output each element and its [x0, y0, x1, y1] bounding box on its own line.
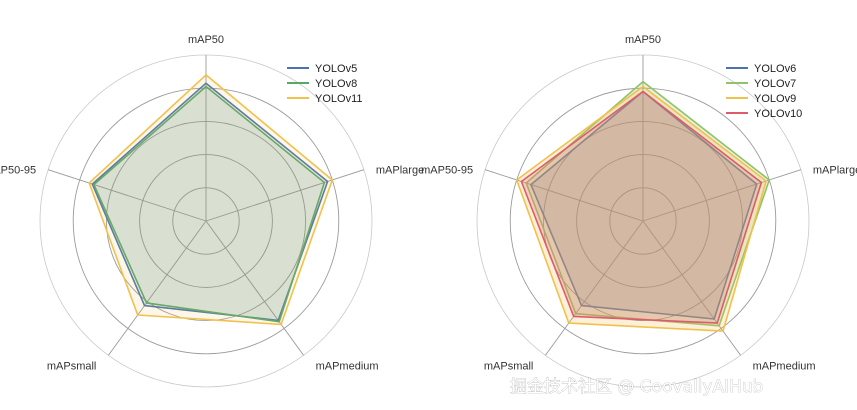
legend-label-yolov9: YOLOv9: [754, 93, 796, 105]
series-yolov11-polygon: [88, 74, 334, 326]
legend-label-yolov5: YOLOv5: [315, 63, 357, 75]
watermark: 掘金技术社区 @ CoovallyAIHub: [510, 377, 764, 398]
series-yolov9-polygon: [515, 85, 767, 332]
legend-label-yolov10: YOLOv10: [754, 108, 802, 120]
spoke-map50-95: [47, 169, 207, 222]
legend-label-yolov11: YOLOv11: [315, 93, 363, 105]
series-yolov6-polygon: [530, 90, 758, 320]
legend-label-yolov6: YOLOv6: [754, 63, 796, 75]
spoke-mapmedium: [642, 220, 741, 356]
spoke-mapsmall: [545, 220, 644, 356]
axis-label-mapmedium: mAPmedium: [753, 360, 816, 372]
legend-label-yolov7: YOLOv7: [754, 78, 796, 90]
axis-label-maplarge: mAPlarge: [376, 165, 424, 177]
axis-label-map50: mAP50: [625, 34, 661, 46]
series-yolov8-polygon: [93, 85, 326, 323]
legend: YOLOv5 YOLOv8 YOLOv11: [287, 63, 363, 105]
series-yolov5-polygon: [91, 82, 329, 322]
spoke-mapmedium: [205, 220, 304, 356]
legend: YOLOv6 YOLOv7 YOLOv9 YOLOv10: [726, 63, 802, 120]
spoke-mapsmall: [108, 220, 207, 356]
axis-label-maplarge: mAPlarge: [813, 165, 857, 177]
radar-chart-right: mAP50 mAPlarge mAPmedium mAPsmall mAP50-95 YO…: [421, 34, 857, 388]
axis-label-mapsmall: mAPsmall: [484, 360, 534, 372]
radar-chart-left: mAP50 mAPlarge mAPmedium mAPsmall mAP50-95 YO…: [0, 34, 424, 388]
axis-label-mapsmall: mAPsmall: [47, 360, 97, 372]
axis-label-mapmedium: mAPmedium: [316, 360, 379, 372]
legend-label-yolov8: YOLOv8: [315, 78, 357, 90]
watermark-text: 掘金技术社区 @ CoovallyAIHub: [510, 377, 763, 397]
axis-label-map50: mAP50: [188, 34, 224, 46]
axis-label-map50-95: mAP50-95: [421, 165, 473, 177]
spoke-maplarge: [642, 169, 802, 222]
series-yolov10-polygon: [520, 90, 763, 324]
spoke-maplarge: [205, 169, 365, 222]
axis-label-map50-95: mAP50-95: [0, 165, 36, 177]
spoke-map50-95: [484, 169, 644, 222]
